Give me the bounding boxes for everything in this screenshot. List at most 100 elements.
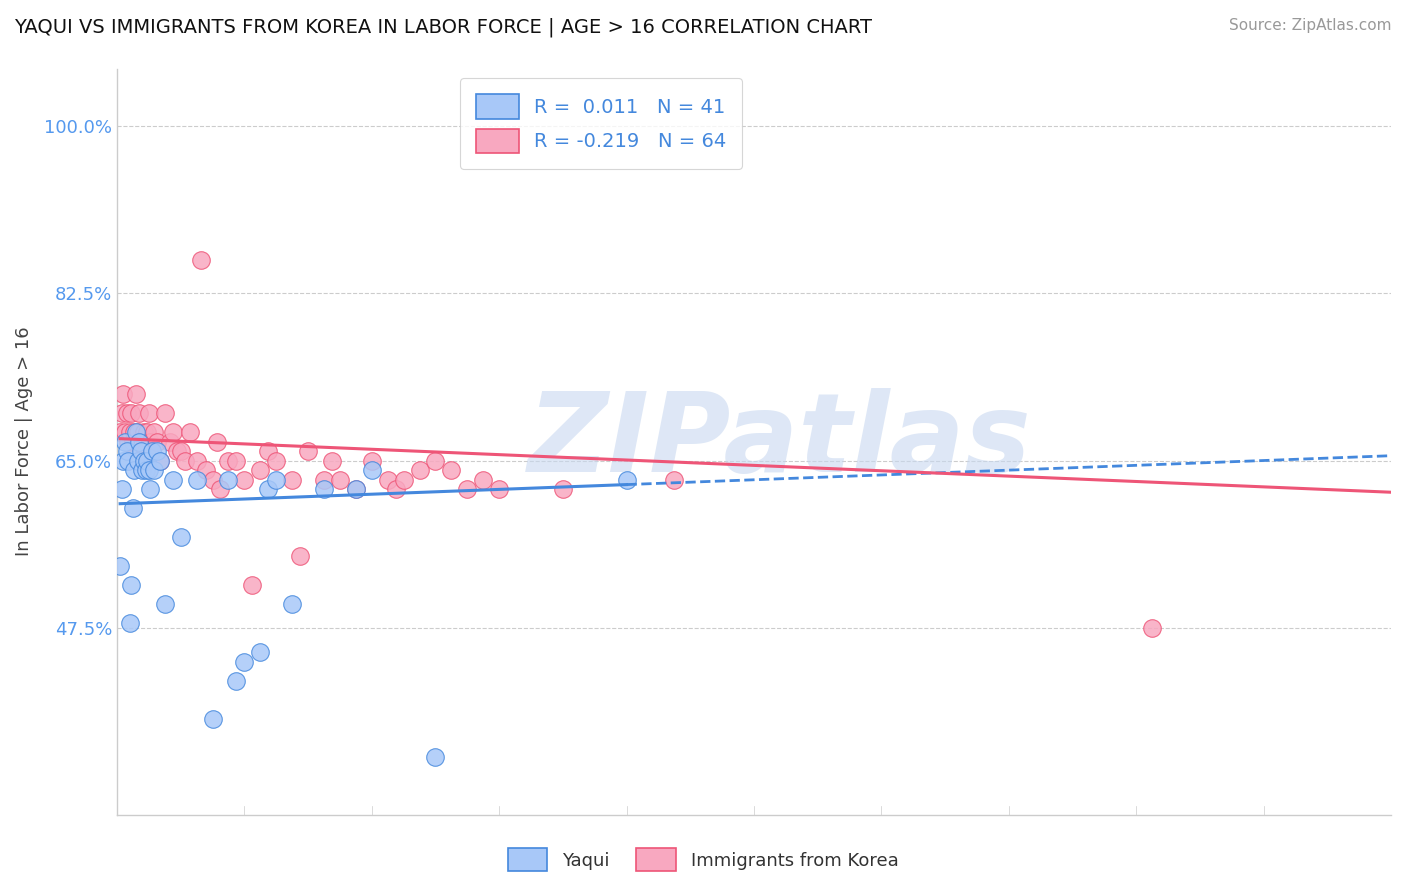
Point <box>360 453 382 467</box>
Point <box>249 645 271 659</box>
Point <box>129 434 152 449</box>
Point <box>153 406 176 420</box>
Point <box>135 463 157 477</box>
Point <box>344 483 367 497</box>
Point <box>162 473 184 487</box>
Point <box>217 473 239 487</box>
Point <box>132 425 155 439</box>
Point <box>225 673 247 688</box>
Point <box>139 434 162 449</box>
Point <box>141 444 163 458</box>
Legend: R =  0.011   N = 41, R = -0.219   N = 64: R = 0.011 N = 41, R = -0.219 N = 64 <box>460 78 742 169</box>
Point <box>149 453 172 467</box>
Point <box>344 483 367 497</box>
Point <box>125 425 148 439</box>
Point <box>127 425 149 439</box>
Point <box>297 444 319 458</box>
Point <box>392 473 415 487</box>
Point <box>135 444 157 458</box>
Point <box>159 434 181 449</box>
Point <box>120 578 142 592</box>
Point <box>108 425 131 439</box>
Point <box>111 483 134 497</box>
Point <box>195 463 218 477</box>
Point <box>240 578 263 592</box>
Point <box>139 483 162 497</box>
Point <box>138 406 160 420</box>
Point <box>132 453 155 467</box>
Point <box>166 444 188 458</box>
Point <box>186 473 208 487</box>
Point <box>142 463 165 477</box>
Point <box>360 463 382 477</box>
Point <box>249 463 271 477</box>
Point <box>142 425 165 439</box>
Point <box>127 453 149 467</box>
Point <box>124 425 146 439</box>
Point <box>117 434 139 449</box>
Point <box>329 473 352 487</box>
Point <box>179 425 201 439</box>
Point <box>288 549 311 564</box>
Point <box>425 453 447 467</box>
Point <box>131 444 153 458</box>
Point <box>112 386 135 401</box>
Point <box>128 434 150 449</box>
Point <box>138 463 160 477</box>
Point <box>207 434 229 449</box>
Point <box>616 473 638 487</box>
Point <box>281 597 304 611</box>
Point <box>377 473 399 487</box>
Point <box>321 453 343 467</box>
Point <box>108 558 131 573</box>
Point <box>149 453 172 467</box>
Point <box>136 453 159 467</box>
Point <box>162 425 184 439</box>
Legend: Yaqui, Immigrants from Korea: Yaqui, Immigrants from Korea <box>501 841 905 879</box>
Point <box>233 473 256 487</box>
Point <box>114 425 136 439</box>
Text: ZIPatlas: ZIPatlas <box>527 388 1032 495</box>
Point <box>1140 621 1163 635</box>
Point <box>112 453 135 467</box>
Point <box>312 473 335 487</box>
Point <box>129 444 152 458</box>
Point <box>456 483 478 497</box>
Point <box>384 483 406 497</box>
Point <box>170 530 193 544</box>
Point <box>190 252 212 267</box>
Point <box>118 616 141 631</box>
Point <box>201 473 224 487</box>
Point <box>233 655 256 669</box>
Point <box>312 483 335 497</box>
Point <box>115 406 138 420</box>
Point <box>111 406 134 420</box>
Point <box>664 473 686 487</box>
Point <box>209 483 232 497</box>
Point <box>264 453 287 467</box>
Point <box>115 444 138 458</box>
Point <box>408 463 430 477</box>
Point <box>128 406 150 420</box>
Point <box>440 463 463 477</box>
Point <box>425 750 447 764</box>
Point <box>120 406 142 420</box>
Text: Source: ZipAtlas.com: Source: ZipAtlas.com <box>1229 18 1392 33</box>
Point <box>122 501 145 516</box>
Point <box>124 463 146 477</box>
Point <box>201 712 224 726</box>
Point <box>118 425 141 439</box>
Point <box>257 483 280 497</box>
Point <box>146 444 169 458</box>
Point <box>125 386 148 401</box>
Point <box>170 444 193 458</box>
Text: YAQUI VS IMMIGRANTS FROM KOREA IN LABOR FORCE | AGE > 16 CORRELATION CHART: YAQUI VS IMMIGRANTS FROM KOREA IN LABOR … <box>14 18 872 37</box>
Point <box>153 597 176 611</box>
Point <box>141 444 163 458</box>
Point <box>488 483 510 497</box>
Point <box>281 473 304 487</box>
Point <box>217 453 239 467</box>
Point <box>186 453 208 467</box>
Point <box>225 453 247 467</box>
Point <box>146 434 169 449</box>
